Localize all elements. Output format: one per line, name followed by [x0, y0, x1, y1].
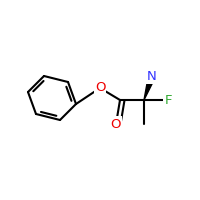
Polygon shape: [144, 75, 155, 100]
Text: O: O: [95, 81, 105, 94]
Text: O: O: [111, 117, 121, 130]
Text: N: N: [147, 70, 157, 82]
Text: F: F: [164, 94, 172, 106]
